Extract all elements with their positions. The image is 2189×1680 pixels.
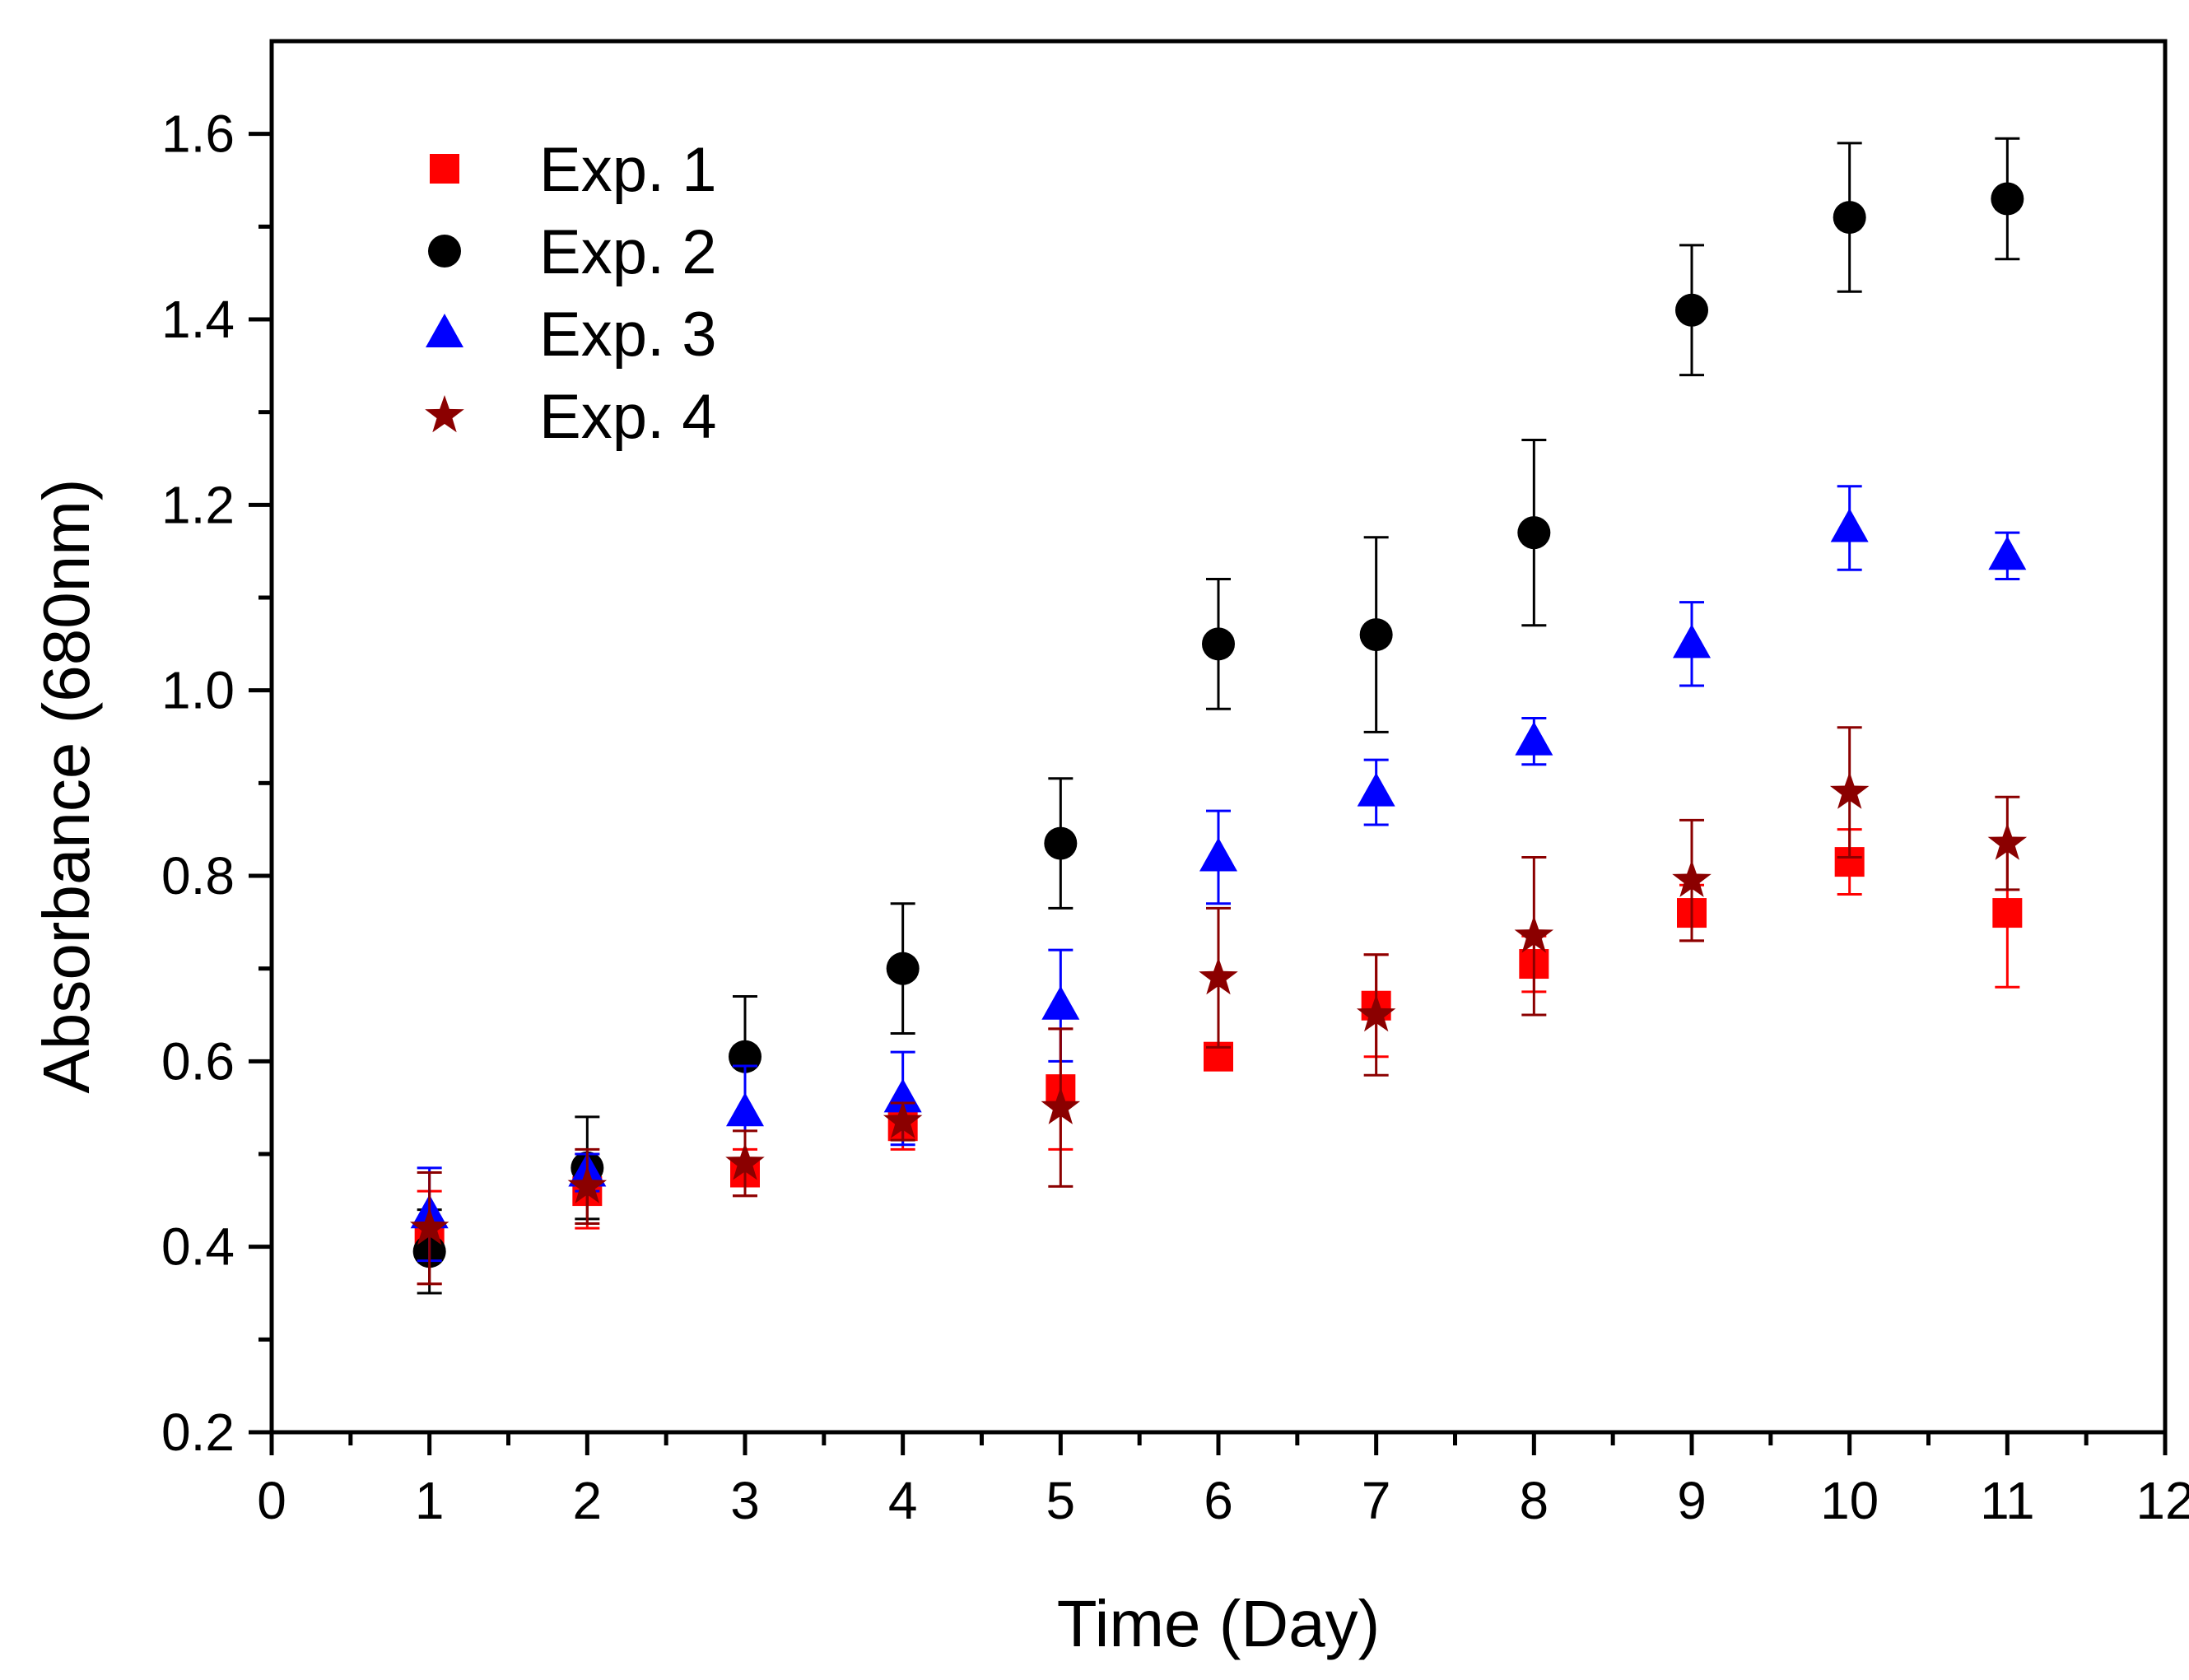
legend-label: Exp. 3 [539, 300, 716, 370]
x-tick-label: 3 [730, 1471, 760, 1530]
x-tick-label: 7 [1362, 1471, 1391, 1530]
data-point [1514, 915, 1554, 953]
x-tick-label: 1 [415, 1471, 445, 1530]
legend-label: Exp. 2 [539, 217, 716, 287]
data-point [726, 1092, 764, 1127]
legend-marker [430, 154, 459, 184]
x-axis-title: Time (Day) [1057, 1587, 1381, 1660]
data-point [1041, 1087, 1081, 1124]
data-point [1515, 721, 1553, 756]
x-tick-label: 4 [888, 1471, 918, 1530]
y-tick-label: 1.6 [161, 105, 235, 164]
data-point [1673, 624, 1711, 659]
x-tick-label: 6 [1204, 1471, 1233, 1530]
y-tick-label: 1.0 [161, 661, 235, 720]
y-axis-title: Absorbance (680nm) [30, 478, 103, 1093]
y-tick-label: 0.2 [161, 1403, 235, 1462]
data-point [1359, 618, 1393, 652]
data-point [1988, 536, 2027, 570]
axes: 0 1 2 3 4 5 6 7 8 9 10 11 120.20.40.60.81.01.21.41.6 [161, 39, 2189, 1530]
data-point [1991, 182, 2024, 216]
data-point [1833, 201, 1866, 235]
data-point [1041, 985, 1080, 1020]
data-point [1992, 898, 2023, 928]
data-point [409, 1208, 449, 1245]
y-tick-label: 0.8 [161, 846, 235, 905]
data-point [1199, 956, 1238, 995]
data-point [567, 1166, 608, 1203]
legend: Exp. 1 Exp. 2 Exp. 3 Exp. 4 [425, 135, 716, 452]
x-tick-label: 11 [1980, 1471, 2034, 1530]
series-4 [409, 726, 2028, 1286]
x-tick-label: 8 [1520, 1471, 1549, 1530]
plot-area [409, 137, 2028, 1295]
x-tick-label: 5 [1046, 1471, 1076, 1530]
legend-marker [428, 235, 461, 268]
data-point [1675, 293, 1708, 327]
data-point [1044, 826, 1078, 860]
legend-marker [425, 395, 464, 433]
data-point [1830, 508, 1869, 542]
y-tick-label: 1.2 [161, 475, 235, 534]
data-point [1829, 771, 1870, 809]
data-point [886, 952, 920, 985]
data-point [1672, 859, 1712, 897]
legend-label: Exp. 4 [539, 382, 716, 452]
x-tick-label: 10 [1820, 1471, 1879, 1530]
y-tick-label: 0.4 [161, 1217, 235, 1277]
x-tick-label: 12 [2135, 1471, 2189, 1530]
legend-marker [426, 314, 463, 347]
data-point [1356, 994, 1396, 1032]
data-point [725, 1142, 765, 1180]
data-point [1199, 837, 1237, 872]
x-tick-label: 0 [257, 1471, 286, 1530]
x-tick-label: 2 [573, 1471, 603, 1530]
legend-label: Exp. 1 [539, 135, 716, 205]
x-tick-label: 9 [1677, 1471, 1707, 1530]
data-point [1987, 822, 2028, 860]
y-tick-label: 0.6 [161, 1031, 235, 1091]
y-tick-label: 1.4 [161, 290, 235, 349]
data-point [883, 1101, 923, 1138]
data-point [1517, 516, 1551, 550]
data-point [1357, 772, 1395, 807]
data-point [1202, 627, 1235, 661]
